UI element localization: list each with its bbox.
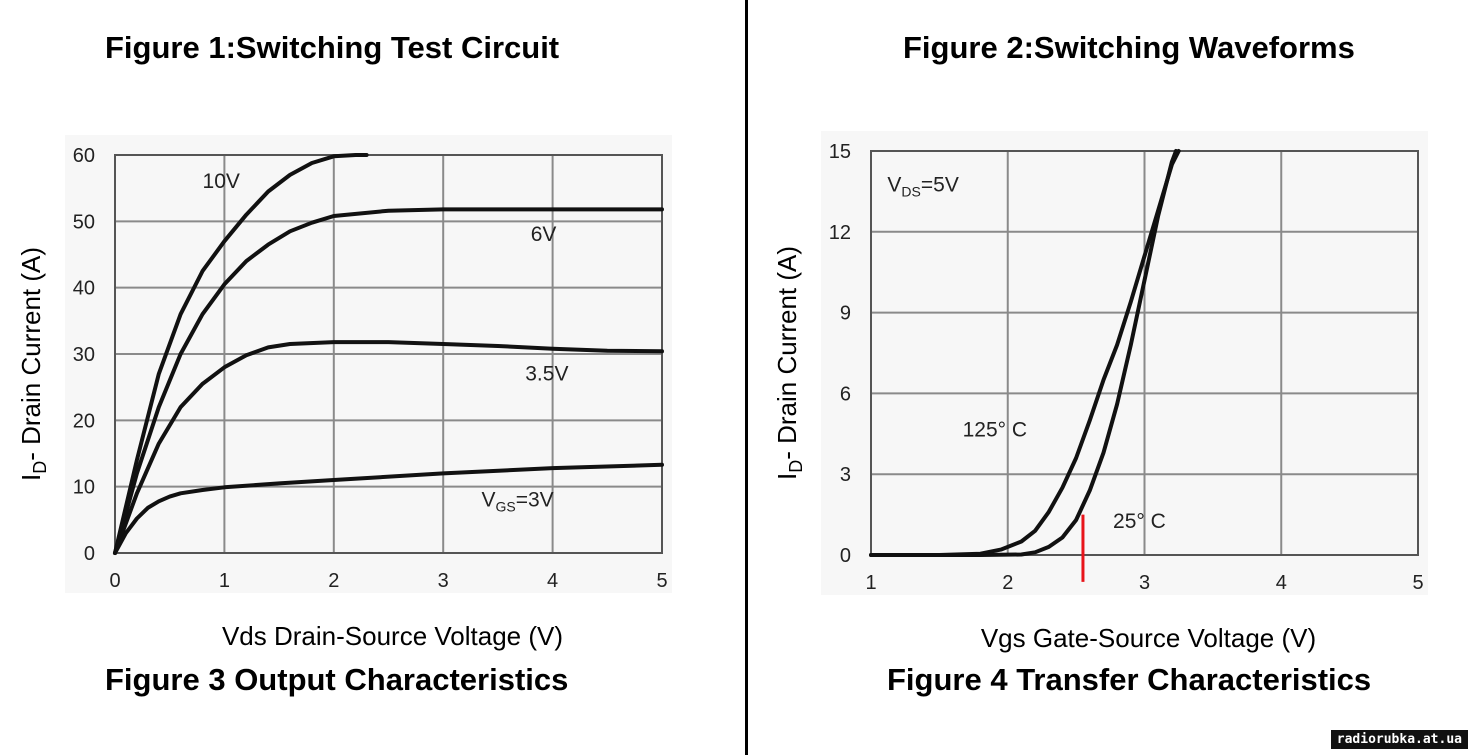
series-line-0 [113, 153, 369, 555]
y-tick-label: 6 [840, 383, 851, 405]
series-line-2 [113, 340, 664, 555]
x-axis-label: Vds Drain-Source Voltage (V) [222, 621, 563, 651]
watermark: radiorubka.at.ua [1330, 730, 1468, 749]
label-rest: =3V [516, 489, 554, 512]
curve-label-3: VGS=3V [481, 489, 553, 515]
y-tick-label: 60 [73, 145, 95, 167]
curve-label-1: 125° C [963, 418, 1027, 441]
y-tick-label: 50 [73, 211, 95, 233]
x-tick-label: 2 [1002, 572, 1013, 594]
x-tick-label: 1 [219, 570, 230, 592]
x-tick-label: 3 [438, 570, 449, 592]
y-axis-label: ID- Drain Current (A) [16, 247, 50, 481]
label-rest: =5V [921, 173, 959, 196]
y-tick-label: 0 [840, 545, 851, 567]
figure-1-title: Figure 1:Switching Test Circuit [105, 30, 560, 65]
x-tick-label: 1 [865, 572, 876, 594]
y-tick-label: 40 [73, 278, 95, 300]
y-tick-label: 20 [73, 410, 95, 432]
x-tick-label: 4 [547, 570, 558, 592]
curve-label-1: 6V [531, 223, 557, 246]
curve-label-0: VDS=5V [887, 173, 958, 199]
x-tick-label: 5 [1412, 572, 1423, 594]
y-label-subscript: D [30, 461, 50, 474]
y-label-subscript: D [786, 460, 806, 473]
plot-frame [870, 150, 1419, 556]
curve-label-2: 25° C [1113, 510, 1166, 533]
y-label-rest: - Drain Current (A) [16, 247, 46, 461]
series-line-1 [113, 207, 664, 555]
x-tick-label: 3 [1139, 572, 1150, 594]
x-tick-label: 5 [656, 570, 667, 592]
series-line-3 [113, 462, 664, 555]
y-tick-label: 12 [829, 222, 851, 244]
plot-backdrop [821, 131, 1428, 595]
series-line-0 [869, 149, 1181, 557]
panel-divider [745, 0, 748, 755]
curve-label-0: 10V [203, 170, 240, 193]
label-main: V [481, 489, 495, 512]
y-tick-label: 15 [829, 141, 851, 163]
x-tick-label: 0 [109, 570, 120, 592]
figure-4-title: Figure 4 Transfer Characteristics [887, 662, 1372, 697]
y-tick-label: 3 [840, 464, 851, 486]
y-tick-label: 9 [840, 303, 851, 325]
x-tick-label: 2 [328, 570, 339, 592]
y-axis-label: ID- Drain Current (A) [772, 246, 806, 480]
label-subscript: DS [901, 183, 920, 199]
label-subscript: GS [496, 499, 516, 515]
y-label-rest: - Drain Current (A) [772, 246, 802, 460]
curve-label-2: 3.5V [525, 363, 568, 386]
figure-3-title: Figure 3 Output Characteristics [105, 662, 569, 697]
figure-2-title: Figure 2:Switching Waveforms [903, 30, 1355, 65]
plot-frame [114, 154, 663, 554]
x-tick-label: 4 [1276, 572, 1287, 594]
plot-backdrop [65, 135, 672, 593]
y-label-main: I [16, 474, 46, 481]
x-axis-label: Vgs Gate-Source Voltage (V) [981, 623, 1316, 653]
y-tick-label: 10 [73, 477, 95, 499]
y-tick-label: 30 [73, 344, 95, 366]
y-tick-label: 0 [84, 543, 95, 565]
series-line-1 [869, 149, 1178, 557]
y-label-main: I [772, 473, 802, 480]
label-main: V [887, 173, 901, 196]
